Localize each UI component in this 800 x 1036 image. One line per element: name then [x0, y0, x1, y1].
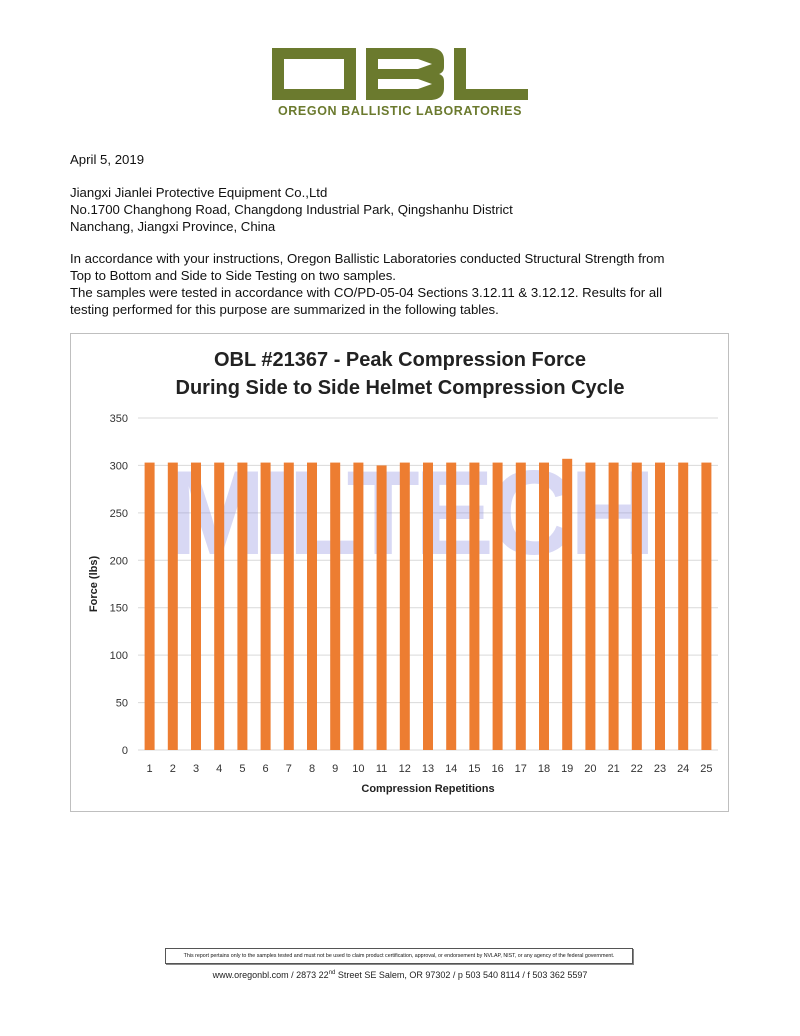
footer-address: www.oregonbl.com / 2873 22nd Street SE S… — [0, 970, 800, 980]
body-line: testing performed for this purpose are s… — [70, 302, 499, 317]
x-tick-label: 9 — [332, 763, 338, 775]
bar — [469, 462, 480, 750]
x-tick-label: 14 — [445, 763, 457, 775]
x-tick-label: 19 — [561, 763, 573, 775]
bar — [515, 462, 526, 750]
y-tick-label: 200 — [110, 555, 128, 567]
y-tick-label: 100 — [110, 650, 128, 662]
obl-logo — [272, 48, 528, 100]
footer-address-sup: nd — [328, 970, 336, 976]
bar — [539, 462, 549, 750]
chart-title: During Side to Side Helmet Compression C… — [176, 377, 625, 399]
footer-address-post: Street SE Salem, OR 97302 / p 503 540 81… — [335, 970, 588, 980]
bar — [446, 462, 457, 750]
watermark: MILTECH — [166, 446, 656, 580]
bar — [260, 462, 271, 750]
y-axis-label: Force (lbs) — [88, 556, 100, 613]
x-tick-label: 2 — [170, 763, 176, 775]
bar — [167, 462, 178, 750]
logo-subtitle: OREGON BALLISTIC LABORATORIES — [277, 104, 523, 118]
bar — [144, 462, 155, 750]
bar — [678, 462, 689, 750]
bar — [399, 462, 410, 750]
x-axis-label: Compression Repetitions — [361, 783, 494, 795]
body-line: Top to Bottom and Side to Side Testing o… — [70, 268, 396, 283]
bar — [330, 462, 341, 750]
x-tick-label: 3 — [193, 763, 199, 775]
bar — [353, 462, 364, 750]
chart: OBL #21367 - Peak Compression Force Durin… — [70, 333, 729, 812]
bar — [585, 462, 596, 750]
body-line: In accordance with your instructions, Or… — [70, 251, 665, 266]
bar — [631, 462, 642, 750]
y-tick-label: 0 — [122, 745, 128, 757]
y-tick-label: 300 — [110, 460, 128, 472]
x-tick-label: 15 — [468, 763, 480, 775]
address-line: No.1700 Changhong Road, Changdong Indust… — [70, 202, 513, 217]
y-tick-label: 250 — [110, 508, 128, 520]
bar — [655, 462, 665, 750]
chart-svg: OBL #21367 - Peak Compression Force Durin… — [88, 349, 718, 795]
x-tick-label: 7 — [286, 763, 292, 775]
bar — [214, 462, 225, 750]
address-line: Jiangxi Jianlei Protective Equipment Co.… — [70, 185, 328, 200]
x-tick-label: 6 — [263, 763, 269, 775]
x-tick-label: 8 — [309, 763, 315, 775]
x-tick-label: 18 — [538, 763, 550, 775]
y-tick-label: 50 — [116, 698, 128, 710]
address-line: Nanchang, Jiangxi Province, China — [70, 219, 276, 234]
bar — [701, 462, 712, 750]
footer-address-pre: www.oregonbl.com / 2873 22 — [212, 970, 329, 980]
x-tick-label: 13 — [422, 763, 434, 775]
bar — [191, 462, 201, 750]
x-tick-label: 25 — [700, 763, 712, 775]
y-tick-label: 350 — [110, 413, 128, 425]
letter-date: April 5, 2019 — [70, 152, 145, 167]
x-tick-label: 5 — [239, 763, 245, 775]
disclaimer: This report pertains only to the samples… — [165, 948, 633, 964]
bar — [608, 462, 619, 750]
x-tick-label: 24 — [677, 763, 689, 775]
bar — [423, 462, 433, 750]
x-tick-label: 10 — [352, 763, 364, 775]
bar — [307, 462, 317, 750]
x-tick-label: 4 — [216, 763, 222, 775]
x-tick-label: 1 — [147, 763, 153, 775]
chart-title: OBL #21367 - Peak Compression Force — [214, 349, 586, 371]
y-tick-label: 150 — [110, 603, 128, 615]
x-tick-label: 22 — [631, 763, 643, 775]
bar — [562, 458, 573, 750]
x-tick-label: 21 — [607, 763, 619, 775]
bar — [283, 462, 294, 750]
bar — [376, 465, 387, 750]
x-tick-label: 23 — [654, 763, 666, 775]
bar — [492, 462, 503, 750]
x-tick-label: 11 — [376, 763, 387, 775]
x-tick-label: 12 — [399, 763, 411, 775]
x-tick-label: 16 — [491, 763, 503, 775]
body-line: The samples were tested in accordance wi… — [70, 285, 663, 300]
bar — [237, 462, 248, 750]
x-tick-label: 20 — [584, 763, 596, 775]
x-tick-label: 17 — [515, 763, 527, 775]
